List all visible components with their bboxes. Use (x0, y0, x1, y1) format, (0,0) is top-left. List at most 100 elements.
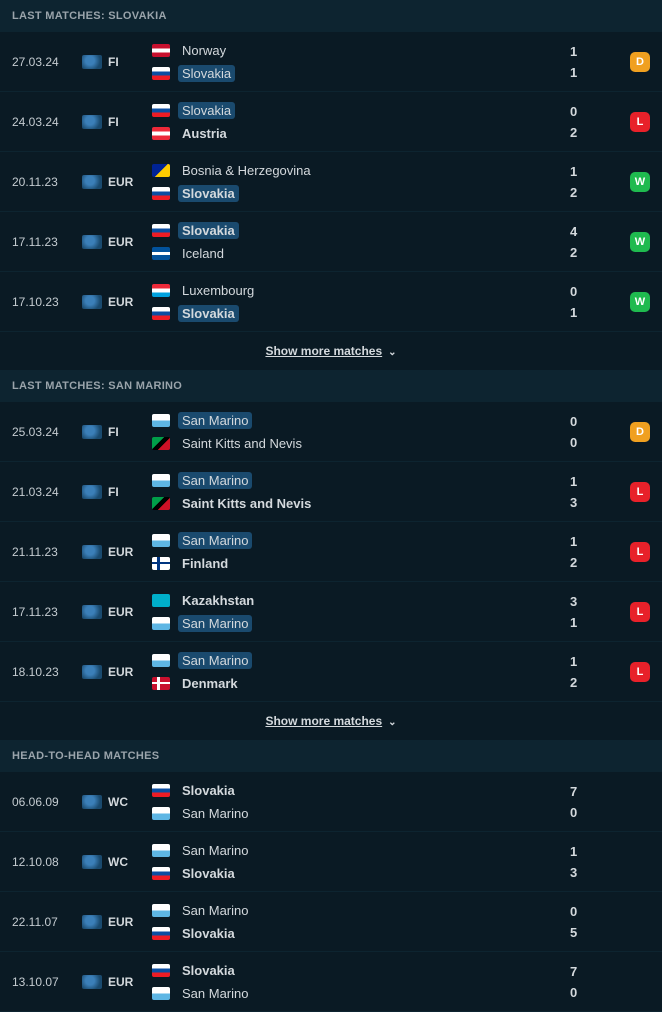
result-col: W (610, 292, 650, 312)
home-score: 1 (570, 654, 610, 669)
team-flag-icon (152, 807, 170, 820)
team-flag-icon (152, 247, 170, 260)
match-row[interactable]: 21.03.24FISan MarinoSaint Kitts and Nevi… (0, 462, 662, 522)
team-name: Slovakia (178, 305, 239, 322)
match-row[interactable]: 17.11.23EURSlovakiaIceland42W (0, 212, 662, 272)
away-score: 2 (570, 125, 610, 140)
team-name: San Marino (178, 532, 252, 549)
match-row[interactable]: 21.11.23EURSan MarinoFinland12L (0, 522, 662, 582)
result-badge: D (630, 52, 650, 72)
away-score: 0 (570, 435, 610, 450)
away-score: 2 (570, 675, 610, 690)
home-score: 1 (570, 44, 610, 59)
competition-code: EUR (108, 975, 133, 989)
competition-code: FI (108, 55, 119, 69)
away-team: Iceland (152, 245, 570, 262)
competition-flag-icon (82, 665, 102, 679)
home-score: 7 (570, 964, 610, 979)
away-score: 1 (570, 305, 610, 320)
section-header: LAST MATCHES: SAN MARINO (0, 370, 662, 402)
competition: FI (82, 55, 152, 69)
home-team: Slovakia (152, 102, 570, 119)
team-flag-icon (152, 44, 170, 57)
away-team: Denmark (152, 675, 570, 692)
away-score: 2 (570, 185, 610, 200)
competition: EUR (82, 605, 152, 619)
competition-code: FI (108, 425, 119, 439)
competition-flag-icon (82, 235, 102, 249)
competition: EUR (82, 665, 152, 679)
away-team: Slovakia (152, 65, 570, 82)
team-name: Denmark (178, 675, 242, 692)
home-team: Luxembourg (152, 282, 570, 299)
scores: 12 (570, 654, 610, 690)
home-score: 0 (570, 414, 610, 429)
match-row[interactable]: 20.11.23EURBosnia & HerzegovinaSlovakia1… (0, 152, 662, 212)
competition: EUR (82, 545, 152, 559)
away-team: Saint Kitts and Nevis (152, 435, 570, 452)
section-header: LAST MATCHES: SLOVAKIA (0, 0, 662, 32)
result-badge: L (630, 112, 650, 132)
match-row[interactable]: 22.11.07EURSan MarinoSlovakia05 (0, 892, 662, 952)
competition: EUR (82, 975, 152, 989)
match-row[interactable]: 27.03.24FINorwaySlovakia11D (0, 32, 662, 92)
away-team: San Marino (152, 805, 570, 822)
competition-flag-icon (82, 545, 102, 559)
home-team: Slovakia (152, 782, 570, 799)
team-flag-icon (152, 474, 170, 487)
teams: Slovakia San Marino (152, 962, 570, 1002)
match-date: 21.03.24 (12, 485, 82, 499)
away-score: 5 (570, 925, 610, 940)
teams: San MarinoSaint Kitts and Nevis (152, 412, 570, 452)
chevron-down-icon: ⌄ (388, 717, 396, 728)
away-team: San Marino (152, 985, 570, 1002)
result-badge: L (630, 542, 650, 562)
team-flag-icon (152, 284, 170, 297)
competition: EUR (82, 915, 152, 929)
teams: San MarinoFinland (152, 532, 570, 572)
home-score: 1 (570, 844, 610, 859)
team-flag-icon (152, 617, 170, 630)
home-score: 1 (570, 534, 610, 549)
competition-code: EUR (108, 915, 133, 929)
team-name: San Marino (178, 842, 252, 859)
result-col: L (610, 542, 650, 562)
team-flag-icon (152, 67, 170, 80)
team-name: Slovakia (178, 962, 239, 979)
result-col: L (610, 602, 650, 622)
home-score: 3 (570, 594, 610, 609)
match-row[interactable]: 06.06.09WCSlovakiaSan Marino70 (0, 772, 662, 832)
scores: 31 (570, 594, 610, 630)
match-row[interactable]: 17.10.23EURLuxembourgSlovakia01W (0, 272, 662, 332)
team-flag-icon (152, 224, 170, 237)
match-row[interactable]: 17.11.23EURKazakhstanSan Marino31L (0, 582, 662, 642)
match-date: 27.03.24 (12, 55, 82, 69)
team-name: San Marino (178, 615, 252, 632)
team-flag-icon (152, 127, 170, 140)
home-score: 0 (570, 284, 610, 299)
match-date: 17.11.23 (12, 235, 82, 249)
section-header: HEAD-TO-HEAD MATCHES (0, 740, 662, 772)
competition-code: FI (108, 115, 119, 129)
competition-code: WC (108, 855, 128, 869)
competition: EUR (82, 295, 152, 309)
match-row[interactable]: 12.10.08WCSan MarinoSlovakia13 (0, 832, 662, 892)
team-name: Kazakhstan (178, 592, 258, 609)
show-more-button[interactable]: Show more matches⌄ (0, 702, 662, 740)
competition-flag-icon (82, 175, 102, 189)
teams: San MarinoSlovakia (152, 842, 570, 882)
match-row[interactable]: 13.10.07EURSlovakiaSan Marino70 (0, 952, 662, 1012)
result-col: W (610, 232, 650, 252)
teams: Bosnia & HerzegovinaSlovakia (152, 162, 570, 202)
away-score: 2 (570, 245, 610, 260)
competition-flag-icon (82, 915, 102, 929)
scores: 12 (570, 164, 610, 200)
team-name: Saint Kitts and Nevis (178, 495, 315, 512)
match-row[interactable]: 24.03.24FISlovakiaAustria02L (0, 92, 662, 152)
match-row[interactable]: 25.03.24FISan MarinoSaint Kitts and Nevi… (0, 402, 662, 462)
home-score: 0 (570, 104, 610, 119)
match-row[interactable]: 18.10.23EURSan MarinoDenmark12L (0, 642, 662, 702)
show-more-button[interactable]: Show more matches⌄ (0, 332, 662, 370)
home-team: Slovakia (152, 222, 570, 239)
result-col: L (610, 482, 650, 502)
